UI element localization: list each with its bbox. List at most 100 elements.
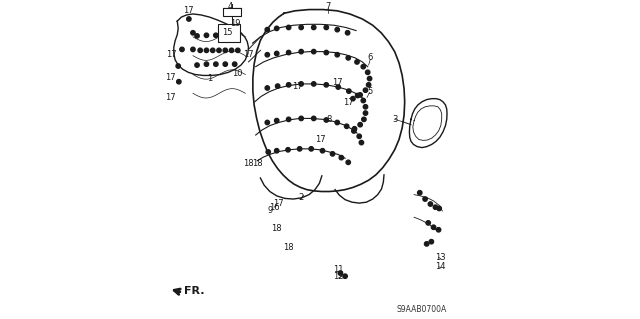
Circle shape (176, 64, 180, 68)
Circle shape (365, 70, 370, 75)
Circle shape (346, 56, 351, 60)
Circle shape (347, 89, 351, 93)
Circle shape (335, 27, 339, 32)
Circle shape (320, 149, 324, 153)
Circle shape (324, 25, 328, 30)
Text: 9: 9 (267, 206, 273, 215)
Circle shape (287, 117, 291, 122)
Circle shape (204, 62, 209, 66)
Circle shape (214, 62, 218, 66)
Circle shape (312, 82, 316, 86)
Text: 6: 6 (367, 53, 373, 63)
Text: 17: 17 (166, 50, 176, 59)
Circle shape (423, 197, 428, 201)
Circle shape (275, 118, 279, 123)
Circle shape (229, 48, 234, 53)
Text: 17: 17 (164, 73, 175, 82)
Circle shape (338, 271, 342, 275)
Circle shape (324, 83, 328, 87)
Circle shape (223, 48, 227, 53)
Bar (223, 8, 241, 17)
Circle shape (437, 206, 442, 211)
Text: 15: 15 (222, 28, 233, 37)
Circle shape (214, 33, 218, 38)
Circle shape (352, 127, 356, 131)
Circle shape (417, 190, 422, 195)
Circle shape (364, 105, 368, 109)
Text: 11: 11 (333, 265, 344, 274)
Circle shape (275, 51, 279, 56)
Text: 17: 17 (332, 78, 342, 87)
Text: 3: 3 (392, 115, 397, 124)
Circle shape (343, 274, 348, 278)
Text: 1: 1 (207, 74, 212, 83)
Text: 17: 17 (315, 135, 325, 144)
Text: S9AAB0700A: S9AAB0700A (397, 305, 447, 314)
Text: 16: 16 (269, 203, 280, 212)
Circle shape (357, 134, 362, 138)
Text: 18: 18 (243, 159, 254, 168)
Text: 18: 18 (271, 224, 282, 233)
Circle shape (359, 140, 364, 145)
Circle shape (180, 47, 184, 52)
Circle shape (428, 202, 433, 206)
Circle shape (266, 150, 271, 154)
Circle shape (362, 117, 366, 122)
Circle shape (361, 98, 365, 103)
Circle shape (336, 85, 340, 89)
Text: 17: 17 (243, 50, 254, 59)
Circle shape (309, 147, 314, 151)
Circle shape (187, 17, 191, 21)
Circle shape (312, 25, 316, 30)
Circle shape (346, 31, 350, 35)
Circle shape (352, 129, 356, 133)
Circle shape (367, 83, 371, 87)
Circle shape (426, 221, 431, 225)
Circle shape (298, 147, 302, 151)
Circle shape (265, 86, 269, 90)
Text: 19: 19 (230, 19, 241, 28)
Circle shape (287, 50, 291, 55)
Circle shape (424, 242, 429, 246)
Text: 18: 18 (252, 159, 262, 168)
Circle shape (232, 62, 237, 66)
Circle shape (431, 225, 436, 229)
Circle shape (191, 47, 195, 52)
Circle shape (429, 240, 433, 244)
Text: 4: 4 (228, 2, 233, 11)
Text: FR.: FR. (184, 286, 205, 296)
Text: 13: 13 (435, 253, 446, 262)
Circle shape (287, 83, 291, 87)
Circle shape (198, 48, 202, 53)
Text: 17: 17 (184, 6, 194, 15)
Circle shape (195, 63, 199, 67)
Circle shape (361, 64, 365, 69)
Text: 14: 14 (435, 262, 446, 271)
Circle shape (364, 88, 368, 93)
Text: 18: 18 (283, 243, 293, 252)
Text: 2: 2 (298, 193, 304, 202)
Circle shape (312, 49, 316, 54)
Circle shape (324, 50, 328, 55)
Circle shape (265, 27, 269, 32)
Circle shape (275, 84, 280, 88)
Circle shape (299, 116, 303, 121)
Circle shape (223, 62, 227, 66)
Circle shape (236, 48, 240, 53)
Circle shape (358, 93, 362, 97)
Text: 17: 17 (164, 93, 175, 102)
Circle shape (335, 53, 339, 57)
Circle shape (299, 82, 303, 86)
Circle shape (287, 25, 291, 30)
Circle shape (339, 155, 344, 160)
Text: 17: 17 (273, 199, 284, 208)
Circle shape (299, 49, 303, 54)
Circle shape (275, 149, 279, 153)
Circle shape (436, 227, 441, 232)
Circle shape (275, 26, 279, 31)
Circle shape (286, 148, 290, 152)
Circle shape (330, 152, 335, 156)
Circle shape (324, 118, 328, 122)
Text: 12: 12 (333, 272, 344, 281)
Text: 7: 7 (325, 2, 330, 11)
